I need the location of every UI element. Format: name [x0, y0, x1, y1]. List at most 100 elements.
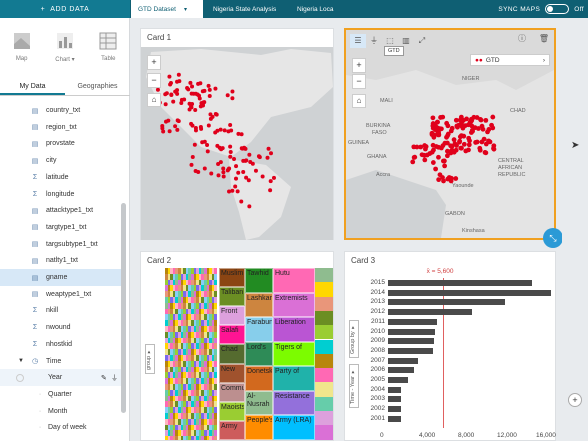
treemap-cell[interactable]	[172, 268, 176, 274]
treemap-cell[interactable]	[185, 424, 189, 431]
treemap-cell[interactable]	[175, 430, 178, 437]
treemap-cell[interactable]	[185, 297, 189, 303]
treemap-cell[interactable]	[209, 418, 212, 425]
treemap-cell[interactable]	[175, 378, 178, 384]
treemap-cell[interactable]	[165, 407, 168, 413]
treemap-cell[interactable]	[193, 337, 197, 344]
treemap-cell[interactable]	[165, 436, 168, 440]
treemap-cell[interactable]	[170, 360, 173, 367]
treemap-cell[interactable]	[167, 407, 171, 413]
treemap-cell[interactable]	[188, 413, 191, 419]
treemap-cell[interactable]	[211, 349, 215, 355]
treemap-cell[interactable]	[201, 302, 204, 309]
field-weaptype1_txt[interactable]: ▤ weaptype1_txt	[0, 286, 122, 303]
treemap-cell[interactable]	[198, 279, 202, 286]
time-year-pill[interactable]: Time - Year ▾	[349, 364, 359, 408]
treemap-cell[interactable]	[172, 378, 176, 384]
treemap-cell[interactable]	[183, 413, 186, 419]
treemap-cell[interactable]	[201, 436, 204, 440]
treemap-cell[interactable]	[165, 308, 168, 315]
treemap-cell[interactable]	[185, 378, 189, 384]
treemap-cell[interactable]	[167, 302, 171, 309]
treemap-cell[interactable]	[188, 302, 191, 309]
treemap-cell[interactable]	[175, 407, 178, 413]
treemap-cell[interactable]	[211, 413, 215, 419]
treemap-cell[interactable]	[183, 430, 186, 437]
treemap-cell[interactable]	[185, 401, 189, 408]
treemap-cell[interactable]	[201, 343, 204, 350]
treemap-cell[interactable]	[178, 320, 181, 326]
treemap-cell[interactable]	[180, 279, 184, 286]
treemap-cell[interactable]	[204, 273, 207, 280]
treemap-cell[interactable]	[196, 418, 199, 425]
treemap-cell[interactable]	[198, 355, 202, 361]
treemap-cell[interactable]	[167, 337, 171, 344]
treemap-cell[interactable]	[165, 355, 168, 361]
treemap-cell[interactable]	[183, 360, 186, 367]
treemap-cell[interactable]	[167, 395, 171, 402]
bar-2007[interactable]	[388, 357, 419, 364]
treemap-cell[interactable]	[165, 268, 168, 274]
treemap-cell[interactable]	[206, 320, 210, 326]
home-icon[interactable]: ⌂	[352, 94, 366, 108]
treemap-cell[interactable]	[206, 331, 210, 338]
treemap-cell[interactable]	[175, 297, 178, 303]
treemap-cell[interactable]	[188, 279, 191, 286]
treemap-cell[interactable]	[196, 268, 199, 274]
treemap-cell[interactable]	[188, 314, 191, 321]
treemap-cell[interactable]	[170, 372, 173, 379]
treemap-cell[interactable]	[167, 326, 171, 332]
treemap-cell[interactable]	[193, 389, 197, 396]
tab-geographies[interactable]: Geographies	[77, 83, 118, 90]
treemap-cell[interactable]	[206, 424, 210, 431]
treemap-cell[interactable]	[206, 308, 210, 315]
treemap-cell[interactable]	[193, 349, 197, 355]
treemap-cell[interactable]	[214, 291, 217, 297]
treemap-cell[interactable]	[193, 268, 197, 274]
treemap-cell[interactable]	[191, 337, 194, 344]
treemap-cell[interactable]	[172, 418, 176, 425]
treemap-cell[interactable]	[167, 372, 171, 379]
treemap-cell[interactable]	[188, 291, 191, 297]
treemap-cell[interactable]	[191, 273, 194, 280]
treemap-cell[interactable]	[315, 296, 333, 311]
treemap-cell[interactable]	[206, 360, 210, 367]
bar-2004[interactable]	[388, 386, 401, 393]
treemap-cell[interactable]	[214, 268, 217, 274]
treemap-cell[interactable]	[211, 366, 215, 373]
treemap-cell[interactable]	[196, 384, 199, 390]
treemap-cell[interactable]	[196, 326, 199, 332]
treemap-cell[interactable]	[193, 291, 197, 297]
treemap-cell[interactable]	[204, 430, 207, 437]
treemap-cell[interactable]	[191, 326, 194, 332]
treemap-cell[interactable]	[196, 424, 199, 431]
treemap-cell[interactable]	[201, 279, 204, 286]
treemap-cell[interactable]	[175, 285, 178, 292]
treemap-cell[interactable]	[170, 273, 173, 280]
treemap-cell[interactable]	[211, 320, 215, 326]
treemap-cell[interactable]	[214, 395, 217, 402]
legend-pill[interactable]: ●● GTD ›	[470, 54, 550, 66]
treemap-cell[interactable]	[204, 268, 207, 274]
treemap-cell[interactable]	[180, 407, 184, 413]
treemap-cell[interactable]	[170, 378, 173, 384]
treemap-cell[interactable]	[209, 372, 212, 379]
treemap-cell[interactable]	[209, 407, 212, 413]
treemap-cell[interactable]	[214, 343, 217, 350]
treemap-cell[interactable]	[201, 308, 204, 315]
field-list-scrollbar[interactable]	[121, 203, 126, 413]
treemap-cell[interactable]	[206, 418, 210, 425]
treemap-cell[interactable]	[201, 273, 204, 280]
field-month[interactable]: · Month	[0, 403, 122, 420]
field-targtype1_txt[interactable]: ▤ targtype1_txt	[0, 219, 122, 236]
treemap-cell[interactable]	[193, 279, 197, 286]
bar-2012[interactable]	[388, 309, 472, 316]
treemap-cell[interactable]	[196, 378, 199, 384]
treemap-cell[interactable]	[183, 285, 186, 292]
treemap-cell[interactable]	[201, 389, 204, 396]
treemap-cell[interactable]	[170, 268, 173, 274]
treemap-cell[interactable]	[214, 308, 217, 315]
treemap-cell[interactable]: Tigers of	[273, 341, 315, 367]
treemap-cell[interactable]	[204, 395, 207, 402]
